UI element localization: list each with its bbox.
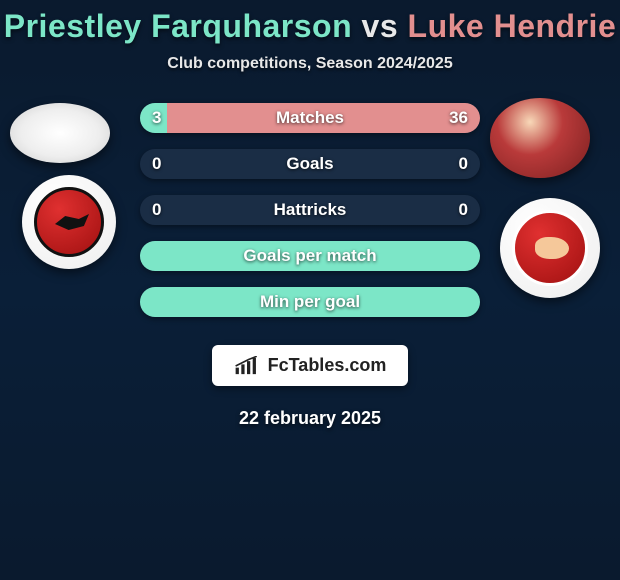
player1-name: Priestley Farquharson <box>4 8 352 44</box>
subtitle: Club competitions, Season 2024/2025 <box>0 55 620 73</box>
stat-label: Hattricks <box>140 195 480 225</box>
player2-name: Luke Hendrie <box>408 8 617 44</box>
footer: FcTables.com 22 february 2025 <box>0 345 620 429</box>
stat-label: Min per goal <box>140 287 480 317</box>
comparison-title: Priestley Farquharson vs Luke Hendrie <box>0 8 620 45</box>
stat-label: Matches <box>140 103 480 133</box>
stat-bars: 336Matches 00Goals 00Hattricks Goals per ma… <box>140 103 480 333</box>
stat-label: Goals <box>140 149 480 179</box>
stat-label: Goals per match <box>140 241 480 271</box>
stat-bar: Goals per match <box>140 241 480 271</box>
player1-avatar <box>10 103 110 163</box>
stat-bar: Min per goal <box>140 287 480 317</box>
walsall-crest-icon <box>34 187 104 257</box>
brand-badge: FcTables.com <box>212 345 409 386</box>
brand-text: FcTables.com <box>268 355 387 376</box>
stat-bar: 00Goals <box>140 149 480 179</box>
vs-text: vs <box>362 8 399 44</box>
brand-chart-icon <box>234 356 260 376</box>
morecambe-crest-icon <box>512 210 588 286</box>
stat-bar: 336Matches <box>140 103 480 133</box>
comparison-arena: 336Matches 00Goals 00Hattricks Goals per ma… <box>0 103 620 343</box>
stat-bar: 00Hattricks <box>140 195 480 225</box>
player1-club-crest <box>22 175 116 269</box>
player2-avatar <box>490 98 590 178</box>
player2-club-crest <box>500 198 600 298</box>
comparison-date: 22 february 2025 <box>0 408 620 429</box>
header: Priestley Farquharson vs Luke Hendrie Cl… <box>0 0 620 73</box>
